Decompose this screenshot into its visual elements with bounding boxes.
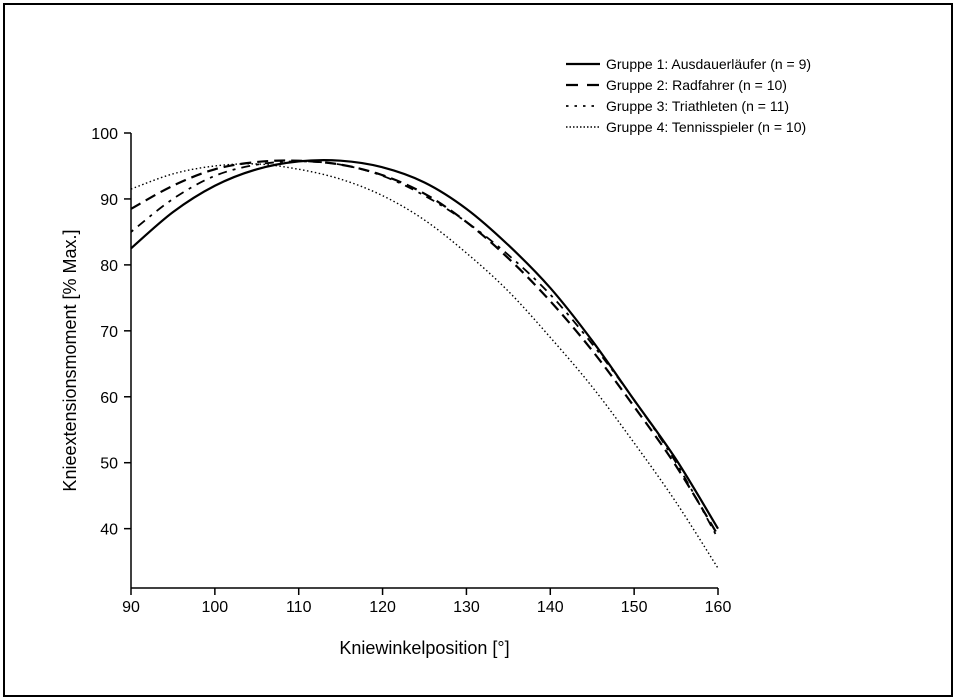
x-tick-label-130: 130	[453, 599, 480, 616]
series-line-2	[130, 159, 719, 536]
series-line-4	[130, 163, 719, 569]
x-tick-label-140: 140	[537, 599, 564, 616]
x-tick-label-160: 160	[705, 599, 732, 616]
y-tick-label-60: 60	[100, 390, 118, 407]
series-line-1	[130, 158, 719, 530]
x-tick-label-120: 120	[369, 599, 396, 616]
axes: 40 50 60 70 80 90 100 90 100 110 120 130 140 150 160	[91, 126, 731, 616]
x-tick-label-150: 150	[621, 599, 648, 616]
x-tick-label-110: 110	[286, 599, 312, 616]
legend-label-3: Gruppe 3: Triathleten (n = 11)	[606, 98, 789, 114]
y-tick-label-90: 90	[100, 192, 118, 209]
y-axis-title: Knieextensionsmoment [% Max.]	[60, 229, 80, 491]
legend-label-1: Gruppe 1: Ausdauerläufer (n = 9)	[606, 56, 811, 72]
y-tick-label-80: 80	[100, 258, 118, 275]
series-layer	[130, 158, 719, 569]
x-tick-label-90: 90	[122, 599, 140, 616]
x-tick-label-100: 100	[202, 599, 229, 616]
legend-label-2: Gruppe 2: Radfahrer (n = 10)	[606, 77, 787, 93]
y-tick-label-70: 70	[100, 324, 118, 341]
legend-label-4: Gruppe 4: Tennisspieler (n = 10)	[606, 119, 806, 135]
series-line-3	[130, 160, 719, 539]
legend: Gruppe 1: Ausdauerläufer (n = 9) Gruppe 2…	[566, 56, 811, 135]
x-axis-title: Kniewinkelposition [°]	[339, 638, 509, 658]
figure-frame	[3, 3, 953, 697]
y-tick-label-40: 40	[100, 522, 118, 539]
y-tick-label-50: 50	[100, 456, 118, 473]
y-tick-label-100: 100	[91, 126, 118, 143]
